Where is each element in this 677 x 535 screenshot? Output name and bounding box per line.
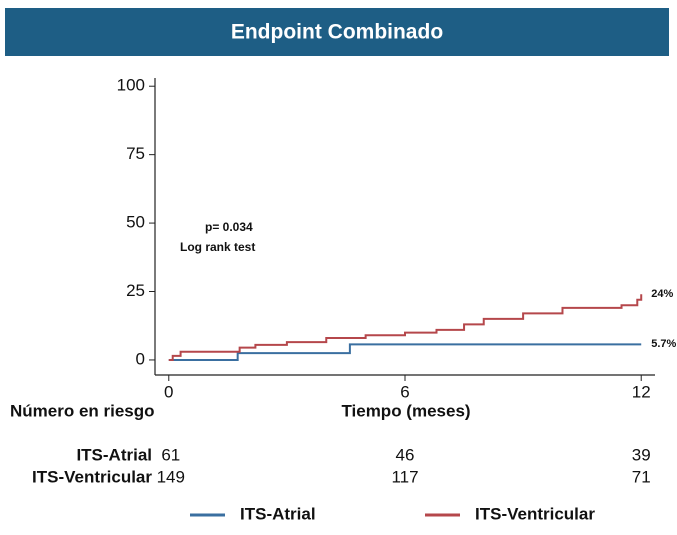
y-tick-label: 50 bbox=[126, 213, 145, 232]
annotation: Log rank test bbox=[180, 240, 255, 254]
x-tick-label: 0 bbox=[164, 382, 173, 401]
y-tick-label: 25 bbox=[126, 281, 145, 300]
risk-count: 61 bbox=[161, 445, 180, 464]
risk-count: 46 bbox=[396, 445, 415, 464]
risk-count: 39 bbox=[632, 445, 651, 464]
x-tick-label: 6 bbox=[400, 382, 409, 401]
legend-label: ITS-Atrial bbox=[240, 504, 316, 523]
series-line bbox=[168, 343, 642, 361]
risk-table-title: Número en riesgo bbox=[10, 401, 155, 420]
legend-label: ITS-Ventricular bbox=[475, 504, 595, 523]
x-axis-label: Tiempo (meses) bbox=[341, 401, 470, 420]
y-tick-label: 100 bbox=[117, 76, 145, 95]
y-tick-label: 75 bbox=[126, 144, 145, 163]
title-banner bbox=[5, 8, 669, 56]
annotation: p= 0.034 bbox=[205, 220, 253, 234]
risk-count: 71 bbox=[632, 467, 651, 486]
y-tick-label: 0 bbox=[136, 349, 145, 368]
end-label: 24% bbox=[651, 288, 673, 300]
x-tick-label: 12 bbox=[632, 382, 651, 401]
chart-title: Endpoint Combinado bbox=[231, 21, 443, 44]
series-line bbox=[168, 294, 643, 361]
risk-count: 117 bbox=[391, 467, 418, 486]
risk-row-label: ITS-Ventricular bbox=[32, 467, 152, 486]
risk-row-label: ITS-Atrial bbox=[76, 445, 152, 464]
risk-count: 149 bbox=[157, 467, 185, 486]
end-label: 5.7% bbox=[651, 338, 676, 350]
